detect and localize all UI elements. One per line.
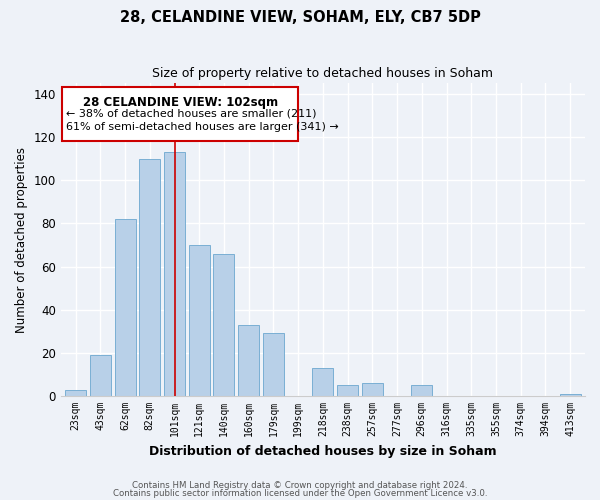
Text: 28 CELANDINE VIEW: 102sqm: 28 CELANDINE VIEW: 102sqm	[83, 96, 278, 109]
Bar	[214, 254, 235, 396]
Bar	[263, 334, 284, 396]
Text: ← 38% of detached houses are smaller (211): ← 38% of detached houses are smaller (21…	[66, 109, 316, 119]
Text: Contains HM Land Registry data © Crown copyright and database right 2024.: Contains HM Land Registry data © Crown c…	[132, 481, 468, 490]
Bar	[238, 325, 259, 396]
Text: 28, CELANDINE VIEW, SOHAM, ELY, CB7 5DP: 28, CELANDINE VIEW, SOHAM, ELY, CB7 5DP	[119, 10, 481, 25]
Bar	[313, 368, 334, 396]
Bar	[90, 355, 111, 396]
FancyBboxPatch shape	[62, 88, 298, 142]
Y-axis label: Number of detached properties: Number of detached properties	[15, 146, 28, 332]
Text: Contains public sector information licensed under the Open Government Licence v3: Contains public sector information licen…	[113, 488, 487, 498]
Title: Size of property relative to detached houses in Soham: Size of property relative to detached ho…	[152, 68, 493, 80]
Bar	[65, 390, 86, 396]
Bar	[411, 386, 433, 396]
Bar	[189, 245, 210, 396]
X-axis label: Distribution of detached houses by size in Soham: Distribution of detached houses by size …	[149, 444, 497, 458]
Bar	[362, 383, 383, 396]
Bar	[337, 386, 358, 396]
Bar	[164, 152, 185, 396]
Bar	[560, 394, 581, 396]
Bar	[139, 158, 160, 396]
Bar	[115, 219, 136, 396]
Text: 61% of semi-detached houses are larger (341) →: 61% of semi-detached houses are larger (…	[66, 122, 338, 132]
